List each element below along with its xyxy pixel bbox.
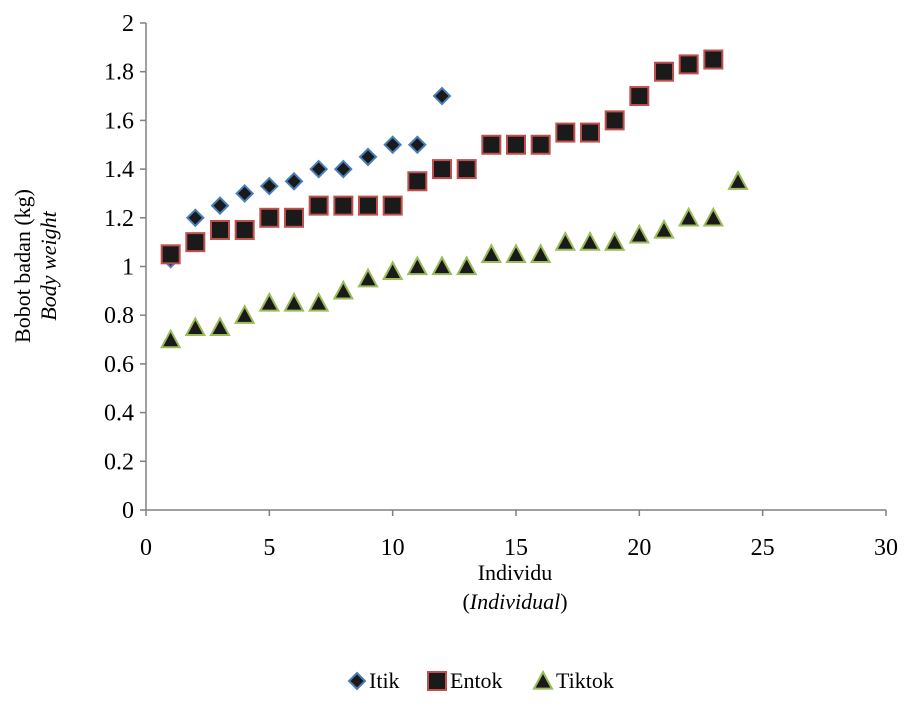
data-point-tiktok [283, 291, 305, 312]
x-axis-subtitle: (Individual) [462, 589, 567, 614]
data-point-tiktok [505, 243, 527, 263]
legend-label-itik: Itik [369, 668, 400, 693]
x-tick-label: 5 [263, 535, 275, 561]
data-point-tiktok [406, 255, 429, 276]
data-point-entok [629, 86, 650, 107]
y-tick-label: 1.4 [104, 157, 134, 183]
data-point-tiktok [159, 328, 182, 349]
x-axis-subtitle-text: Individual [469, 589, 560, 614]
data-point-entok [407, 171, 428, 192]
data-point-itik [185, 208, 205, 228]
data-point-entok [259, 207, 280, 228]
data-point-tiktok [480, 243, 503, 263]
data-point-itik [358, 147, 378, 167]
legend-marker-tiktok [532, 669, 554, 690]
legend-item-tiktok: Tiktok [532, 668, 614, 693]
data-point-entok [382, 195, 403, 216]
x-tick-label: 0 [140, 535, 152, 561]
y-axis-ticks: 0 0.2 0.4 0.6 0.8 1 1.2 1.4 1.6 1.8 2 [104, 11, 146, 524]
data-point-tiktok [628, 223, 651, 244]
data-point-entok [185, 232, 206, 253]
y-axis-subtitle: Body weight [36, 210, 61, 320]
x-axis-ticks: 0 5 10 15 20 25 30 [140, 510, 898, 561]
x-tick-label: 10 [381, 535, 405, 561]
data-point-tiktok [209, 316, 231, 337]
legend-item-itik: Itik [347, 668, 400, 693]
legend: Itik Entok Tiktok [347, 668, 614, 693]
legend-marker-entok [427, 671, 447, 691]
x-tick-label: 20 [627, 535, 651, 561]
data-point-entok [456, 159, 477, 180]
data-point-tiktok [727, 170, 749, 190]
y-tick-label: 0.2 [104, 449, 134, 475]
y-tick-label: 0.4 [104, 401, 134, 427]
x-tick-label: 15 [504, 535, 528, 561]
data-point-tiktok [677, 206, 700, 227]
legend-item-entok: Entok [427, 668, 503, 693]
data-point-tiktok [357, 267, 379, 288]
data-points [159, 49, 749, 349]
data-point-itik [383, 135, 403, 155]
data-point-entok [604, 110, 625, 131]
y-tick-label: 0.8 [104, 303, 134, 329]
data-point-entok [432, 159, 452, 180]
series-entok [160, 49, 724, 265]
y-tick-label: 1 [122, 255, 134, 281]
legend-label-tiktok: Tiktok [556, 668, 614, 693]
data-point-entok [160, 244, 181, 265]
data-point-entok [580, 122, 600, 143]
data-point-tiktok [653, 218, 675, 239]
x-tick-label: 30 [874, 535, 898, 561]
data-point-tiktok [554, 231, 577, 251]
legend-marker-itik [347, 671, 367, 691]
y-tick-label: 2 [122, 11, 134, 37]
x-tick-label: 25 [751, 535, 775, 561]
data-point-tiktok [579, 231, 601, 251]
data-point-entok [555, 122, 576, 143]
series-itik [161, 86, 452, 269]
data-point-entok [703, 49, 724, 70]
data-point-entok [654, 61, 674, 82]
data-point-itik [309, 159, 329, 179]
y-axis-title: Bobot badan (kg) [10, 189, 35, 343]
data-point-entok [210, 219, 230, 240]
data-point-entok [358, 195, 378, 216]
data-point-itik [259, 176, 279, 196]
data-point-tiktok [233, 304, 256, 324]
y-tick-label: 1.6 [104, 108, 134, 134]
y-tick-label: 1.2 [104, 206, 134, 232]
series-tiktok [159, 170, 749, 349]
data-point-entok [530, 134, 551, 155]
data-point-itik [407, 135, 427, 155]
legend-label-entok: Entok [450, 668, 503, 693]
data-point-itik [333, 159, 353, 179]
data-point-entok [308, 195, 329, 216]
data-point-itik [235, 184, 255, 203]
data-point-tiktok [702, 206, 725, 227]
data-point-tiktok [307, 291, 330, 312]
data-point-entok [234, 219, 255, 240]
data-point-entok [506, 134, 526, 155]
data-point-entok [678, 54, 699, 75]
y-tick-label: 1.8 [104, 60, 134, 86]
data-point-itik [210, 196, 230, 216]
data-point-tiktok [332, 279, 355, 300]
data-point-tiktok [184, 316, 207, 337]
data-point-itik [284, 171, 304, 191]
data-point-tiktok [529, 243, 552, 263]
data-point-tiktok [381, 260, 404, 281]
x-axis-title: Individu [478, 560, 553, 585]
data-point-tiktok [431, 255, 453, 276]
data-point-entok [333, 195, 354, 216]
data-point-tiktok [603, 231, 626, 251]
data-point-itik [432, 86, 452, 106]
data-point-entok [481, 134, 502, 155]
y-tick-label: 0.6 [104, 352, 134, 378]
data-point-tiktok [258, 291, 281, 312]
data-point-tiktok [455, 255, 478, 276]
y-tick-label: 0 [122, 498, 134, 524]
data-point-entok [284, 207, 304, 228]
